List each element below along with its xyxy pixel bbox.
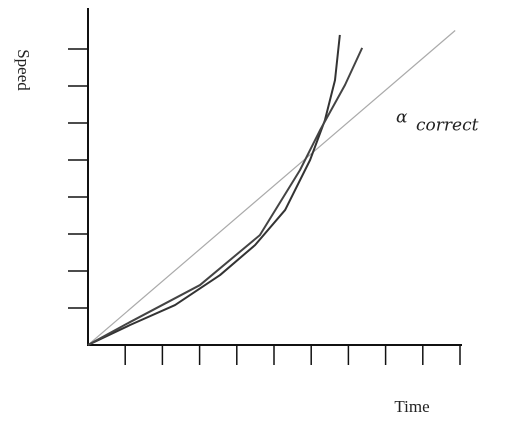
line (87, 30, 456, 346)
y-axis-label: Speed (14, 49, 33, 91)
annotation-subscript: correct (416, 116, 479, 136)
line (87, 34, 341, 346)
line (87, 47, 364, 346)
x-axis-label: Time (394, 397, 429, 416)
annotation-symbol: α (396, 108, 408, 128)
